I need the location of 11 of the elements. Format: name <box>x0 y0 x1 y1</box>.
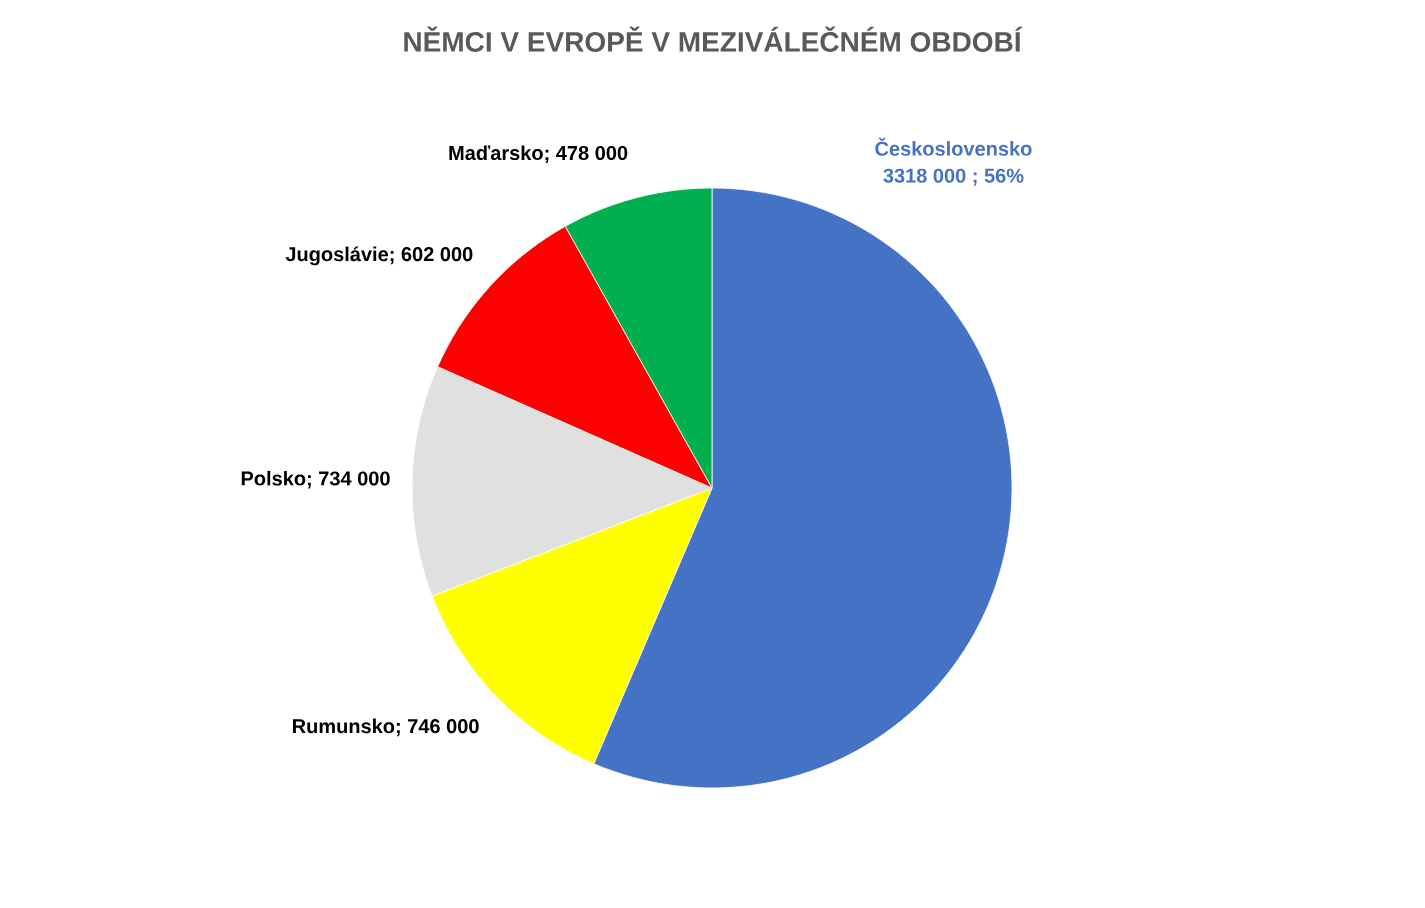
slice-label: Československo <box>875 137 1032 156</box>
data-label: 3318 000 ; 56% <box>883 168 1024 186</box>
slice-label: Jugoslávie <box>285 246 389 266</box>
data-label: ; 602 000 <box>390 247 473 265</box>
slice-label: Rumunsko <box>293 718 395 734</box>
data-label: ; 734 000 <box>307 471 390 489</box>
data-label: ; 478 000 <box>545 145 628 163</box>
slice-label: Polsko <box>241 470 306 486</box>
slice-label: Maďarsko <box>449 145 543 161</box>
chart-title: NĚMCI V EVROPĚ V MEZIVÁLEČNÉM OBDOBÍ <box>404 26 1023 52</box>
data-label: ; 746 000 <box>396 719 479 737</box>
